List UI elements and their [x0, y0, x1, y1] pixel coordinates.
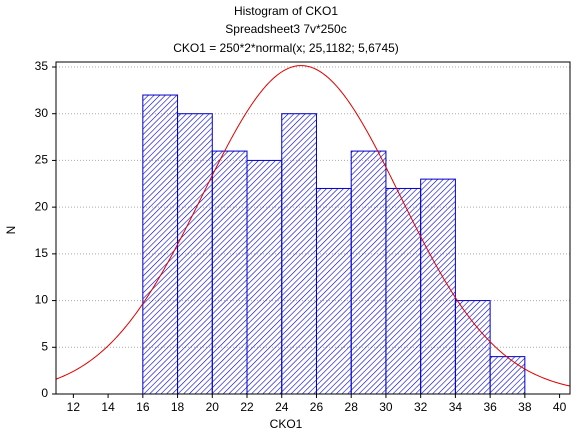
x-tick-label: 34	[449, 400, 463, 414]
x-tick-label: 38	[518, 400, 532, 414]
bar	[489, 356, 526, 395]
y-tick-label: 30	[35, 106, 49, 120]
x-tick-label: 18	[171, 400, 185, 414]
x-axis-label: CKO1	[270, 417, 303, 431]
bar	[315, 187, 352, 395]
x-tick-label: 24	[275, 400, 289, 414]
bar	[350, 150, 387, 395]
x-tick-label: 30	[379, 400, 393, 414]
y-tick-label: 10	[35, 293, 49, 307]
x-tick-label: 22	[240, 400, 254, 414]
bar	[142, 94, 179, 395]
x-tick-label: 36	[483, 400, 497, 414]
fit-label: CKO1 = 250*2*normal(x; 25,1182; 5,6745)	[173, 41, 399, 55]
fit-curve-group	[56, 65, 570, 387]
y-tick-label: 0	[41, 386, 48, 400]
y-tick-label: 15	[35, 246, 49, 260]
bar	[420, 178, 456, 395]
axes: 0 5 10 15 20 25 30 35 12 14 16 18 20 22 24 26 28 30 32 34 36…	[35, 59, 571, 414]
x-tick-label: 12	[67, 400, 81, 414]
x-tick-label: 26	[310, 400, 324, 414]
plot-frame	[55, 61, 571, 395]
y-tick-label: 20	[35, 199, 49, 213]
bar	[385, 187, 422, 395]
fit-curve	[56, 65, 570, 387]
y-tick-label: 25	[35, 153, 49, 167]
chart-title: Histogram of CKO1	[234, 4, 338, 18]
bars	[142, 94, 526, 395]
x-tick-label: 32	[414, 400, 428, 414]
chart-subtitle: Spreadsheet3 7v*250c	[225, 22, 346, 36]
x-tick-label: 20	[206, 400, 220, 414]
y-tick-label: 5	[41, 339, 48, 353]
x-tick-label: 14	[101, 400, 115, 414]
bar	[246, 159, 283, 395]
x-tick-label: 28	[345, 400, 359, 414]
bar	[281, 113, 317, 395]
y-tick-label: 35	[35, 59, 49, 73]
bar	[454, 300, 491, 395]
bar	[211, 150, 248, 395]
bar	[177, 113, 213, 395]
x-tick-label: 16	[136, 400, 150, 414]
y-axis-label: N	[4, 226, 18, 235]
x-tick-label: 40	[553, 400, 567, 414]
